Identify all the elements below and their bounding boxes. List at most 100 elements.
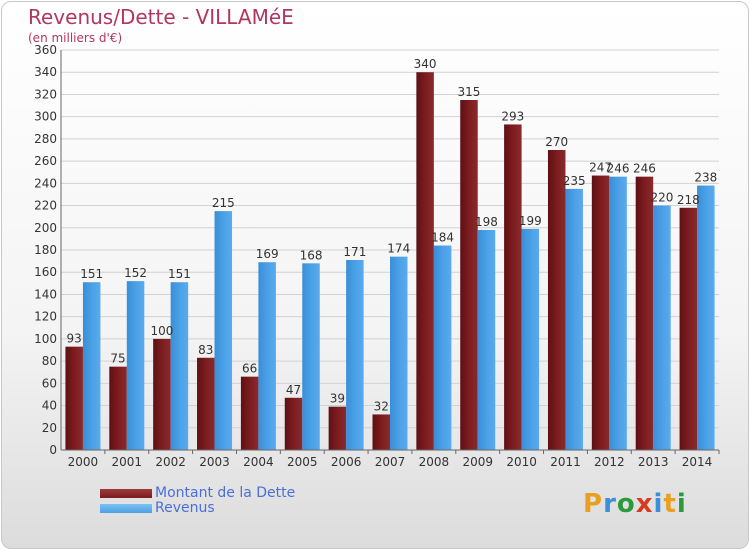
- data-label: 218: [677, 193, 700, 207]
- x-tick-label: 2012: [594, 455, 625, 469]
- bar-dette: [460, 100, 478, 450]
- x-tick-label: 2007: [375, 455, 406, 469]
- bars: [65, 72, 715, 451]
- bar-revenus: [609, 176, 627, 450]
- legend-label-dette: Montant de la Dette: [155, 485, 296, 501]
- logo-letter: t: [663, 489, 677, 519]
- y-tick-label: 260: [34, 154, 57, 168]
- axes: 0 20 40 60 80 100 120 140 160 180 200 220 240 260 280 3…: [34, 43, 720, 469]
- bar-revenus: [565, 188, 583, 450]
- y-tick-label: 140: [34, 287, 57, 301]
- y-tick-label: 280: [34, 132, 57, 146]
- data-label: 169: [256, 247, 279, 261]
- bar-revenus: [170, 282, 189, 450]
- y-tick-label: 60: [42, 376, 57, 390]
- y-tick-label: 100: [34, 332, 57, 346]
- bar-dette: [679, 207, 698, 450]
- data-label: 235: [563, 174, 586, 188]
- x-tick-label: 2004: [243, 455, 274, 469]
- y-tick-label: 180: [34, 243, 57, 257]
- bar-revenus: [214, 211, 233, 450]
- bar-dette: [240, 376, 259, 450]
- chart-subtitle: (en milliers d'€): [28, 31, 123, 45]
- y-tick-label: 220: [34, 199, 57, 213]
- data-label: 151: [80, 267, 103, 281]
- data-label: 246: [607, 162, 630, 176]
- y-tick-label: 160: [34, 265, 57, 279]
- data-label: 174: [387, 242, 410, 256]
- y-tick-label: 0: [49, 443, 57, 457]
- data-label: 47: [286, 383, 301, 397]
- data-label: 83: [198, 343, 213, 357]
- bar-dette: [547, 150, 566, 450]
- y-tick-label: 120: [34, 310, 57, 324]
- data-label: 315: [458, 85, 481, 99]
- bar-dette: [416, 72, 434, 450]
- data-label: 75: [110, 352, 125, 366]
- data-label: 152: [124, 266, 147, 280]
- x-tick-label: 2001: [112, 455, 143, 469]
- y-tick-label: 80: [42, 354, 57, 368]
- data-label: 340: [414, 57, 437, 71]
- y-tick-label: 20: [42, 421, 57, 435]
- data-label: 246: [633, 162, 656, 176]
- bar-dette: [197, 357, 215, 450]
- y-tick-label: 340: [34, 65, 57, 79]
- data-label: 215: [212, 196, 235, 210]
- bar-dette: [504, 124, 522, 450]
- bar-revenus: [433, 245, 452, 450]
- data-label: 151: [168, 267, 191, 281]
- bar-revenus: [697, 185, 715, 451]
- logo-letter: x: [635, 489, 654, 519]
- bar-revenus: [653, 205, 671, 450]
- data-label: 199: [519, 214, 542, 228]
- data-label: 270: [545, 135, 568, 149]
- logo-letter: o: [616, 489, 636, 519]
- data-label: 238: [694, 171, 717, 185]
- data-label: 293: [501, 109, 524, 123]
- bar-dette: [153, 338, 171, 450]
- bar-revenus: [82, 282, 101, 450]
- data-label: 32: [374, 399, 389, 413]
- y-tick-label: 300: [34, 110, 57, 124]
- logo-letter: P: [583, 489, 604, 519]
- x-tick-label: 2014: [682, 455, 713, 469]
- logo-letter: i: [676, 489, 687, 519]
- bar-revenus: [258, 262, 276, 450]
- data-label: 220: [650, 191, 673, 205]
- bar-dette: [372, 414, 390, 450]
- bar-revenus: [346, 260, 364, 450]
- legend-swatch-revenus: [100, 504, 152, 513]
- bar-revenus: [521, 228, 540, 450]
- x-tick-label: 2003: [199, 455, 230, 469]
- data-label: 93: [67, 332, 82, 346]
- y-tick-label: 40: [42, 399, 57, 413]
- bar-revenus: [302, 263, 320, 450]
- x-tick-label: 2005: [287, 455, 318, 469]
- data-label: 39: [330, 392, 345, 406]
- x-tick-label: 2013: [638, 455, 669, 469]
- data-label: 100: [150, 324, 173, 338]
- data-label: 171: [343, 245, 366, 259]
- x-tick-label: 2008: [419, 455, 450, 469]
- legend-label-revenus: Revenus: [155, 500, 215, 516]
- data-label: 198: [475, 215, 498, 229]
- y-tick-label: 360: [34, 43, 57, 57]
- bar-revenus: [477, 230, 496, 450]
- bar-dette: [284, 397, 303, 450]
- bar-dette: [635, 176, 654, 450]
- bar-dette: [109, 366, 127, 450]
- chart-title: Revenus/Dette - VILLAMéE: [28, 5, 294, 29]
- bar-dette: [591, 175, 610, 451]
- data-label: 168: [300, 248, 323, 262]
- x-tick-label: 2000: [68, 455, 99, 469]
- y-tick-label: 240: [34, 176, 57, 190]
- x-tick-label: 2011: [550, 455, 581, 469]
- legend-swatch-dette: [100, 489, 152, 498]
- logo-letter: i: [653, 489, 664, 519]
- x-tick-label: 2010: [506, 455, 537, 469]
- bar-revenus: [390, 256, 408, 450]
- data-label: 66: [242, 362, 257, 376]
- bar-revenus: [126, 281, 145, 450]
